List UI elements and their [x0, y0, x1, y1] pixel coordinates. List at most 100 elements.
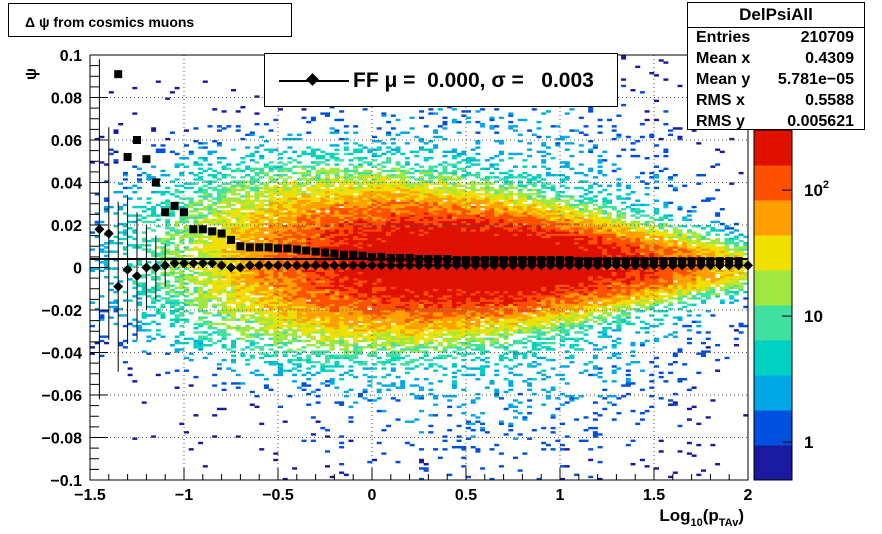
heat-cell [310, 365, 316, 368]
heat-cell [301, 244, 307, 247]
heat-cell [310, 299, 316, 302]
heat-cell [122, 248, 128, 251]
heat-cell [348, 388, 354, 392]
heat-cell [212, 174, 218, 177]
heat-cell [169, 290, 175, 294]
heat-cell [320, 344, 326, 347]
heat-cell [362, 322, 368, 326]
heat-cell [320, 227, 326, 230]
heat-cell [419, 171, 424, 175]
heat-cell [414, 191, 420, 194]
heat-cell [282, 350, 288, 353]
heat-cell [386, 333, 392, 336]
heat-cell [381, 246, 387, 249]
heat-cell [184, 216, 189, 219]
heat-cell [423, 174, 429, 177]
heat-cell [329, 201, 335, 205]
heat-cell [381, 318, 387, 321]
heat-cell [146, 322, 152, 326]
heat-cell [226, 310, 232, 313]
heat-cell [419, 140, 424, 143]
heat-cell [310, 254, 316, 258]
heat-cell [348, 237, 354, 241]
heat-cell [296, 297, 302, 300]
heat-cell [310, 225, 316, 228]
heat-cell [325, 288, 330, 292]
heat-cell [372, 337, 377, 341]
heat-cell [381, 280, 387, 283]
heat-cell [282, 180, 288, 183]
heat-cell [198, 142, 204, 145]
heat-cell [254, 301, 260, 304]
heat-cell [395, 261, 401, 264]
heat-cell [282, 286, 288, 290]
heat-cell [151, 129, 157, 132]
heat-cell [108, 250, 114, 253]
heat-cell [372, 182, 377, 185]
heat-cell [339, 193, 345, 196]
heat-cell [325, 180, 330, 183]
heat-cell [273, 227, 279, 230]
heat-cell [404, 212, 410, 215]
heat-cell [216, 297, 222, 300]
heat-cell [301, 195, 307, 198]
heat-cell [268, 129, 274, 132]
heat-cell [400, 299, 406, 302]
heat-cell [245, 259, 251, 262]
heat-cell [151, 127, 157, 130]
heat-cell [367, 180, 373, 183]
heat-cell [268, 259, 274, 262]
heat-cell [334, 329, 340, 332]
heat-cell [259, 167, 265, 171]
heat-cell [226, 163, 232, 166]
heat-cell [381, 310, 387, 313]
heat-cell [348, 191, 354, 194]
heat-cell [169, 237, 175, 241]
heat-cell [282, 344, 288, 347]
heat-cell [400, 341, 406, 345]
heat-cell [428, 392, 434, 396]
heat-cell [240, 176, 246, 179]
heat-cell [198, 195, 204, 198]
heat-cell [409, 176, 415, 179]
heat-cell [419, 199, 424, 202]
heat-cell [254, 250, 260, 253]
heat-cell [287, 310, 293, 313]
heat-cell [141, 316, 147, 319]
heat-cell [320, 246, 326, 249]
heat-cell [395, 150, 401, 154]
heat-cell [320, 324, 326, 328]
heat-cell [414, 208, 420, 211]
heat-cell [160, 273, 166, 277]
heat-cell [428, 316, 434, 319]
heat-cell [174, 225, 180, 228]
heat-cell [367, 163, 373, 166]
heat-cell [325, 229, 330, 232]
heat-cell [362, 239, 368, 243]
heat-cell [362, 222, 368, 226]
heat-cell [104, 254, 110, 258]
heat-cell [353, 142, 359, 145]
heat-cell [348, 373, 354, 377]
heat-cell [306, 288, 312, 292]
heat-cell [362, 390, 368, 394]
heat-cell [104, 210, 110, 213]
heat-cell [160, 314, 166, 317]
heat-cell [268, 214, 274, 217]
heat-cell [376, 305, 382, 309]
heat-cell [287, 280, 293, 283]
heat-cell [390, 186, 396, 190]
heat-cell [193, 248, 199, 251]
heat-cell [306, 316, 312, 319]
heat-cell [188, 171, 194, 175]
heat-cell [390, 312, 396, 315]
heat-cell [409, 329, 415, 332]
heat-cell [221, 110, 227, 113]
heat-cell [339, 276, 345, 279]
heat-cell [141, 286, 147, 290]
heat-cell [165, 201, 171, 205]
heat-cell [419, 333, 424, 336]
heat-cell [320, 203, 326, 207]
heat-cell [231, 382, 236, 385]
heat-cell [127, 220, 133, 224]
